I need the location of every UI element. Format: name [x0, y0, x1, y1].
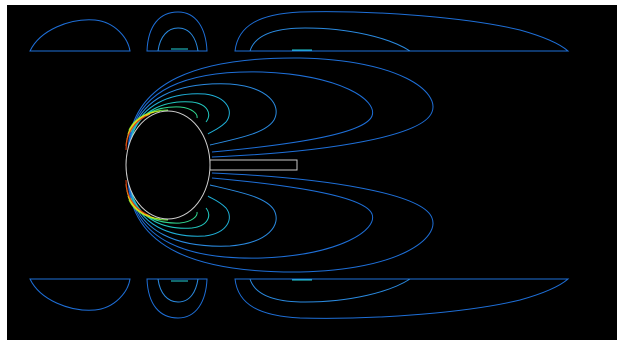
- contour-line: [249, 27, 411, 52]
- cylinder: [125, 110, 211, 220]
- contour-line: [234, 278, 570, 319]
- contour-line: [146, 11, 208, 52]
- contour-line: [129, 83, 277, 146]
- contour-line: [125, 179, 147, 215]
- lower-contours: [29, 172, 570, 319]
- plot-background: [7, 5, 617, 340]
- contour-line: [129, 184, 277, 247]
- contour-line: [130, 189, 230, 237]
- contour-line: [125, 115, 147, 151]
- contour-line: [157, 27, 199, 52]
- contour-line: [128, 177, 374, 259]
- contour-line: [146, 278, 208, 319]
- contour-line: [157, 278, 199, 303]
- splitter-plate: [209, 159, 298, 171]
- contour-line: [128, 71, 374, 153]
- contour-line: [127, 172, 434, 273]
- contour-line: [127, 57, 434, 158]
- contour-line: [234, 11, 570, 52]
- upper-contours: [29, 11, 570, 158]
- contour-line: [249, 278, 411, 303]
- contour-line: [29, 278, 131, 311]
- contour-line: [130, 93, 230, 141]
- contour-line: [29, 19, 131, 52]
